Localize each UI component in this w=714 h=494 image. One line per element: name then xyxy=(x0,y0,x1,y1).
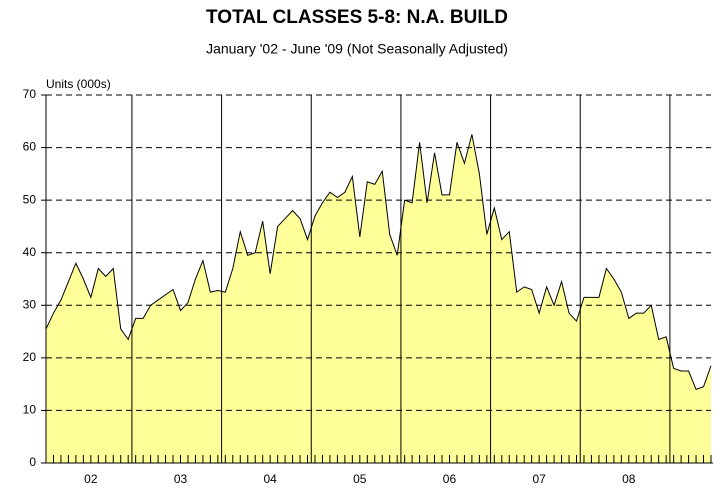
x-tick-label: 04 xyxy=(263,472,277,486)
area-line xyxy=(45,134,712,391)
area-fill xyxy=(46,134,711,463)
y-tick-label: 70 xyxy=(23,87,37,101)
x-tick-label: 03 xyxy=(174,472,188,486)
chart-title: TOTAL CLASSES 5-8: N.A. BUILD xyxy=(206,7,508,28)
y-tick-label: 0 xyxy=(29,455,36,469)
x-tick-label: 07 xyxy=(532,472,546,486)
y-tick-label: 30 xyxy=(23,297,37,311)
x-tick-label: 02 xyxy=(84,472,98,486)
y-axis-label: Units (000s) xyxy=(46,77,111,91)
x-tick-label: 05 xyxy=(353,472,367,486)
y-tick-label: 40 xyxy=(23,245,37,259)
x-tick-label: 08 xyxy=(622,472,636,486)
chart-subtitle: January '02 - June '09 (Not Seasonally A… xyxy=(206,41,508,57)
y-tick-label: 60 xyxy=(23,140,37,154)
y-tick-label: 20 xyxy=(23,350,37,364)
y-tick-label: 10 xyxy=(23,403,37,417)
y-tick-label: 50 xyxy=(23,192,37,206)
x-tick-label: 06 xyxy=(443,472,457,486)
